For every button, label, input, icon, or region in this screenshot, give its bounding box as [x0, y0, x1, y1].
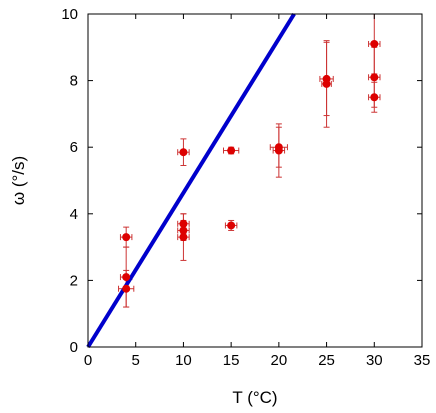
y-tick-label: 0: [70, 339, 78, 356]
data-points: [122, 39, 379, 293]
x-tick-label: 5: [132, 352, 140, 369]
x-tick-label: 20: [271, 352, 288, 369]
y-tick-label: 4: [70, 206, 78, 223]
data-point: [370, 39, 379, 48]
data-point: [370, 73, 379, 82]
x-tick-label: 0: [84, 352, 92, 369]
data-point: [122, 284, 131, 293]
data-point: [179, 233, 188, 242]
data-point: [122, 273, 131, 282]
data-point: [179, 226, 188, 235]
data-point: [322, 79, 331, 88]
x-tick-label: 25: [318, 352, 335, 369]
y-tick-label: 6: [70, 139, 78, 156]
fit-line: [86, 12, 296, 349]
fit-line-layer: [86, 12, 296, 349]
x-tick-label: 10: [175, 352, 192, 369]
x-tick-label: 35: [414, 352, 431, 369]
y-axis-title: ω (°/s): [9, 156, 28, 205]
data-point: [227, 146, 236, 155]
plot-frame: [87, 13, 423, 348]
x-tick-label: 30: [366, 352, 383, 369]
data-point: [179, 219, 188, 228]
data-point: [274, 146, 283, 155]
error-bars: [118, 13, 381, 308]
axis-ticks: 0 5 10 15 20 25 30 35 0 2 4 6 8 10: [61, 6, 430, 369]
data-point: [179, 148, 188, 157]
y-tick-label: 8: [70, 73, 78, 90]
x-tick-label: 15: [223, 352, 240, 369]
data-point: [370, 93, 379, 102]
data-point: [227, 221, 236, 230]
y-tick-label: 2: [70, 272, 78, 289]
data-point: [122, 233, 131, 242]
x-axis-title: T (°C): [232, 388, 277, 407]
y-tick-label: 10: [61, 6, 78, 23]
